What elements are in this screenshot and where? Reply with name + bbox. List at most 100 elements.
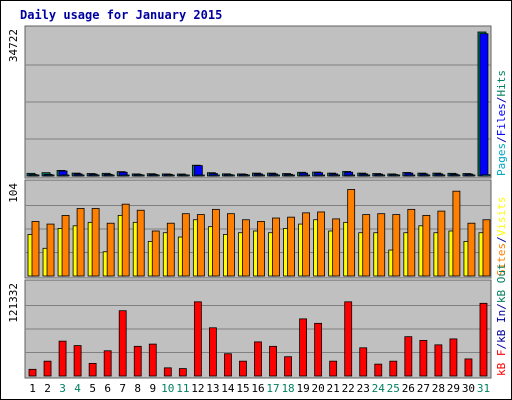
x-tick-label: 11 — [176, 382, 189, 395]
sites-panel-bar-sites — [377, 213, 386, 277]
x-tick-label: 6 — [104, 382, 111, 395]
kbytes-panel-legend-part: / — [495, 303, 508, 310]
kbytes-panel-legend-part: kB F — [495, 350, 508, 377]
sites-panel-bar-sites — [362, 214, 371, 277]
x-tick-label: 2 — [44, 382, 51, 395]
x-tick-label: 23 — [357, 382, 370, 395]
x-tick-label: 21 — [327, 382, 340, 395]
x-tick-label: 30 — [462, 382, 475, 395]
kbytes-panel-bar-kb-f — [254, 341, 262, 377]
sites-panel-bar-sites — [272, 217, 280, 277]
x-tick-label: 16 — [251, 382, 264, 395]
sites-panel-legend-part: / — [495, 236, 508, 243]
kbytes-panel-bar-kb-f — [224, 353, 232, 377]
sites-panel-bar-sites — [287, 216, 295, 277]
sites-panel-bar-sites — [76, 208, 85, 277]
sites-panel: 104 Sites/Visits — [7, 179, 508, 279]
kbytes-panel-bar-kb-f — [28, 368, 37, 377]
hits-panel-bar-pages — [241, 174, 250, 177]
sites-panel-bar-sites — [317, 211, 326, 277]
x-tick-label: 22 — [342, 382, 355, 395]
kbytes-panel-bar-kb-f — [404, 336, 413, 377]
sites-panel-bar-sites — [61, 215, 70, 277]
hits-panel-bar-pages — [271, 174, 280, 177]
sites-panel-bar-sites — [242, 219, 250, 277]
sites-panel-legend-part: Visits — [495, 197, 508, 237]
hits-panel-bar-pages — [436, 174, 446, 177]
sites-panel-bar-sites — [422, 215, 431, 277]
hits-panel-bar-pages — [481, 174, 491, 177]
sites-panel-bar-sites — [257, 221, 265, 277]
sites-panel-bar-sites — [452, 190, 461, 277]
x-tick-label: 5 — [89, 382, 96, 395]
kbytes-panel-bar-kb-f — [58, 340, 67, 377]
sites-panel-bar-sites — [211, 208, 220, 277]
hits-panel-bar-pages — [60, 174, 70, 177]
sites-panel-bar-sites — [227, 213, 235, 277]
x-tick-label: 28 — [432, 382, 445, 395]
kbytes-panel-bar-kb-f — [419, 339, 428, 377]
x-tick-label: 24 — [372, 382, 386, 395]
sites-panel-bar-sites — [136, 209, 145, 277]
chart-title: Daily usage for January 2015 — [20, 8, 222, 22]
x-tick-label: 10 — [161, 382, 174, 395]
hits-panel-bar-pages — [30, 174, 40, 177]
hits-panel-bar-pages — [120, 174, 130, 177]
x-tick-label: 12 — [191, 382, 204, 395]
sites-panel-bar-sites — [91, 208, 100, 277]
x-tick-label: 19 — [296, 382, 309, 395]
x-tick-label: 18 — [281, 382, 294, 395]
x-axis-labels: 1 2 3 4 5 6 7 8 9 10 11 12 13 14 15 16 17 18 19 20 21 22 23 24 2… — [29, 382, 490, 395]
x-tick-label: 1 — [29, 382, 36, 395]
sites-panel-legend: Sites/Visits — [495, 197, 508, 277]
kbytes-panel-bar-kb-f — [389, 360, 398, 377]
kbytes-panel-legend: kB F/kB In/kB Out — [495, 263, 508, 376]
hits-panel-legend-part: Files — [495, 103, 508, 136]
x-tick-label: 29 — [447, 382, 460, 395]
kbytes-panel-bar-kb-f — [73, 345, 82, 377]
kbytes-panel-legend-part: kB In — [495, 310, 508, 343]
kbytes-panel-bar-kb-f — [434, 344, 443, 377]
hits-panel-bar-pages — [361, 174, 371, 177]
hits-panel-legend-part: / — [495, 97, 508, 104]
kbytes-panel-bar-kb-f — [359, 347, 368, 377]
hits-panel-bar-pages — [301, 174, 310, 177]
hits-panel-bar-pages — [406, 174, 416, 177]
kbytes-panel-bar-kb-f — [239, 360, 247, 377]
kbytes-panel-bar-kb-f — [314, 322, 323, 377]
hits-panel-bar-pages — [90, 174, 100, 177]
sites-panel-bar-sites — [392, 214, 401, 277]
hits-panel: 34722 Pages/Files/Hits — [7, 25, 508, 179]
x-tick-label: 8 — [134, 382, 141, 395]
hits-panel-bar-pages — [105, 174, 115, 177]
sites-panel-legend-part: Sites — [495, 243, 508, 276]
kbytes-panel-bar-kb-f — [344, 301, 353, 377]
kbytes-panel-bar-kb-f — [299, 318, 307, 377]
kbytes-panel-bar-kb-f — [193, 301, 202, 377]
sites-panel-bar-sites — [106, 222, 115, 277]
hits-panel-ymax-label: 34722 — [7, 29, 20, 62]
hits-panel-bar-pages — [466, 174, 476, 177]
sites-panel-ymax-label: 104 — [7, 183, 20, 203]
kbytes-panel-bar-kb-f — [374, 363, 383, 377]
kbytes-panel-bar-kb-f — [329, 360, 338, 377]
hits-panel-bar-pages — [316, 174, 326, 177]
sites-panel-bar-sites — [151, 230, 160, 277]
kbytes-panel-bar-kb-f — [148, 343, 157, 377]
hits-panel-legend: Pages/Files/Hits — [495, 70, 508, 176]
x-tick-label: 14 — [221, 382, 235, 395]
x-tick-label: 15 — [236, 382, 249, 395]
hits-panel-bar-pages — [195, 174, 205, 177]
kbytes-panel-bar-kb-f — [209, 327, 217, 377]
sites-panel-bar-sites — [437, 210, 446, 277]
sites-panel-bar-sites — [166, 222, 175, 277]
hits-panel-bar-pages — [286, 174, 295, 177]
kbytes-panel-ymax-label: 121332 — [7, 283, 20, 323]
kbytes-panel-bar-kb-f — [449, 338, 458, 377]
x-tick-label: 3 — [59, 382, 66, 395]
x-tick-label: 25 — [387, 382, 400, 395]
x-tick-label: 7 — [119, 382, 126, 395]
hits-panel-bar-pages — [421, 174, 431, 177]
